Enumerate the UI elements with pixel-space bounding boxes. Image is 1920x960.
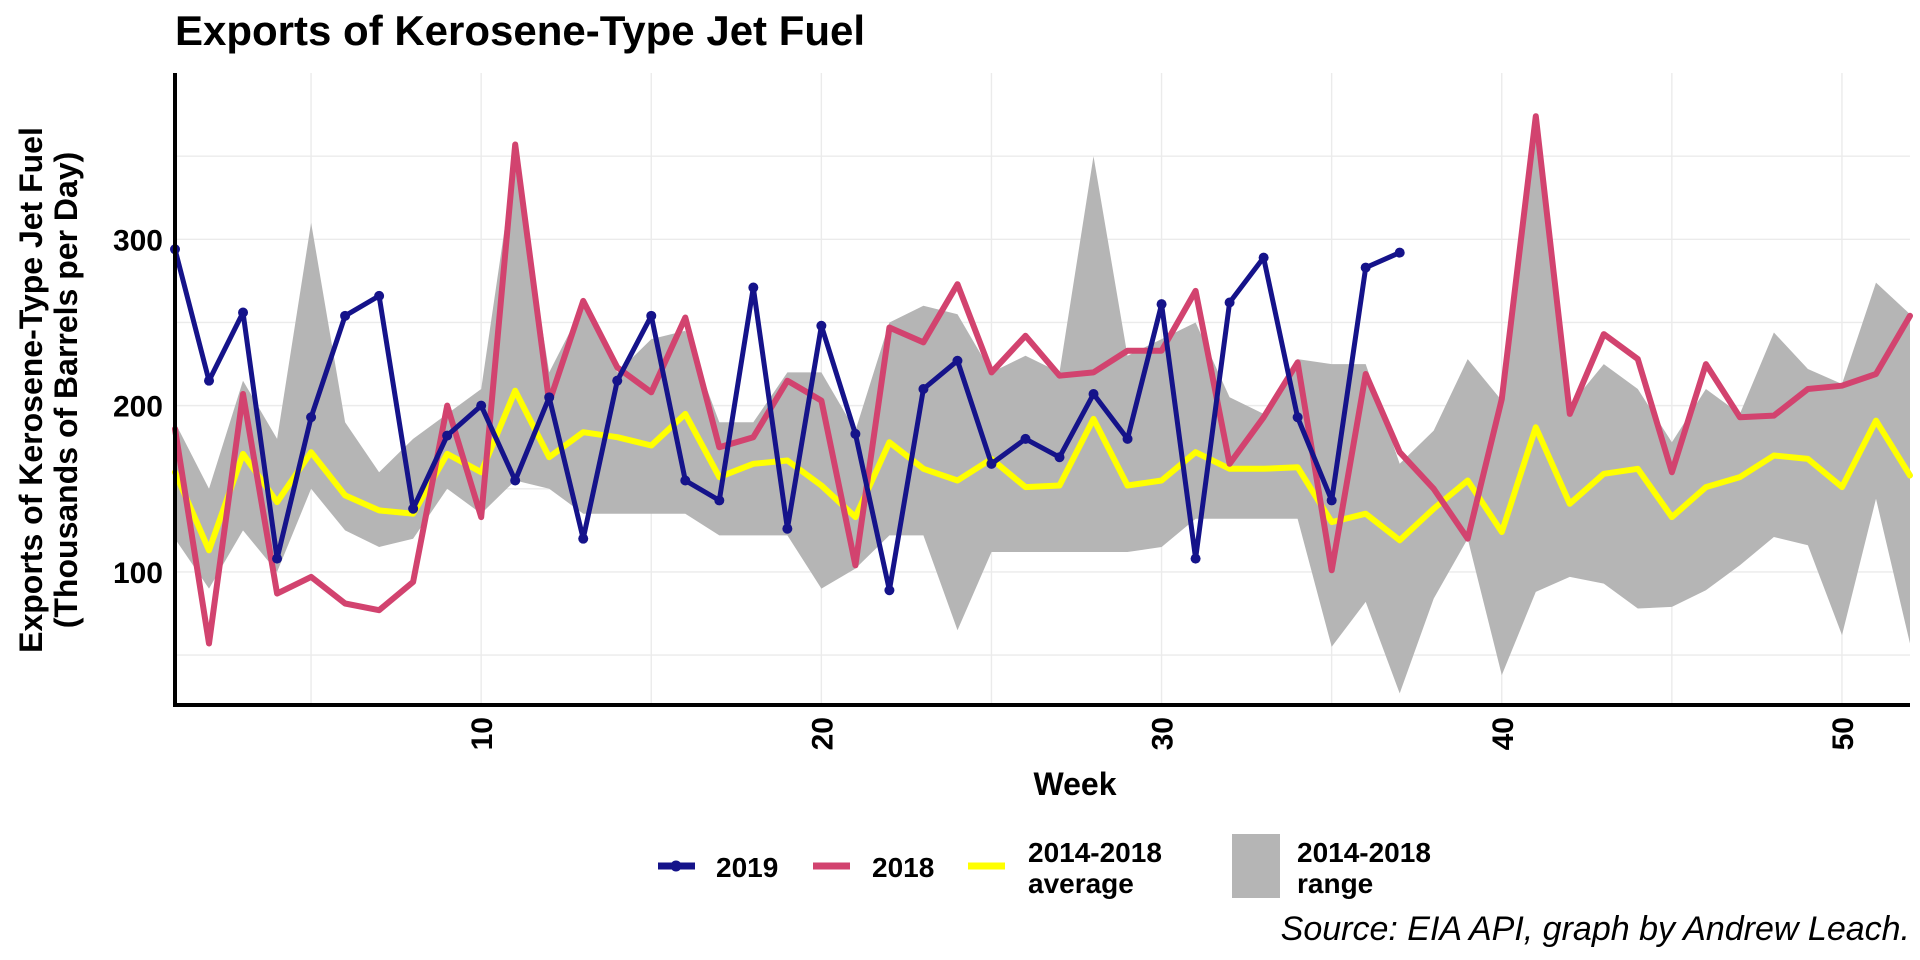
x-tick-label: 40	[1487, 717, 1520, 750]
source-caption: Source: EIA API, graph by Andrew Leach.	[1281, 910, 1910, 948]
series-2019-point	[340, 310, 351, 321]
series-2019-point	[1326, 495, 1337, 506]
series-2019-point	[510, 475, 521, 486]
y-tick-labels: 100 200 300	[113, 224, 163, 590]
series-2019-point	[918, 384, 929, 394]
series-2019-point	[1190, 553, 1201, 564]
legend-label-range-line1: 2014-2018	[1297, 837, 1431, 868]
x-axis-title: Week	[1033, 766, 1116, 802]
range-band-layer	[175, 114, 1910, 694]
series-2019-point	[714, 495, 725, 506]
series-2019-point	[1054, 452, 1065, 463]
legend-key-range	[1232, 834, 1280, 898]
x-tick-label: 50	[1827, 717, 1860, 750]
legend-label-average-line2: average	[1028, 868, 1134, 899]
series-2019-point	[408, 503, 419, 514]
series-2019-point	[442, 430, 453, 441]
series-2019-point	[204, 375, 215, 386]
series-2019-point	[578, 533, 589, 544]
series-2019-point	[476, 400, 487, 411]
series-2019-point	[1156, 299, 1167, 310]
x-tick-labels: 10 20 30 40 50	[466, 717, 1860, 750]
legend-label-range-line2: range	[1297, 868, 1373, 899]
y-axis-title-line2: (Thousands of Barrels per Day)	[48, 152, 84, 629]
series-2019-point	[1122, 433, 1133, 444]
series-2019-point	[1088, 388, 1099, 399]
y-tick-label: 100	[113, 557, 163, 590]
series-2019-point	[612, 375, 623, 386]
legend-label-average-line1: 2014-2018	[1028, 837, 1162, 868]
series-2019-point	[1360, 262, 1371, 273]
series-2019-point	[1020, 433, 1031, 444]
series-2018-line	[172, 113, 1913, 647]
series-2019-point	[816, 320, 827, 331]
series-2019-point	[306, 412, 317, 423]
chart-title: Exports of Kerosene-Type Jet Fuel	[175, 7, 865, 54]
legend-key-2019-point	[670, 860, 682, 872]
series-2019-point	[782, 523, 793, 534]
y-tick-label: 300	[113, 224, 163, 257]
series-2019-point	[986, 458, 997, 469]
series-2019-point	[374, 290, 385, 301]
series-2019-point	[1224, 297, 1235, 308]
x-tick-label: 30	[1147, 717, 1180, 750]
x-tick-label: 20	[806, 717, 839, 750]
series-2019-point	[884, 585, 895, 596]
series-2019-point	[680, 475, 691, 486]
legend-label-2019: 2019	[716, 852, 778, 883]
legend-label-2018: 2018	[872, 852, 934, 883]
series-2019-point	[850, 428, 861, 439]
series-2019-point	[272, 553, 283, 564]
series-2019-point	[646, 310, 657, 321]
series-range-band	[175, 114, 1910, 694]
series-2019-point	[952, 355, 963, 366]
y-axis-title: Exports of Kerosene-Type Jet Fuel (Thous…	[13, 127, 84, 653]
series-2019-point	[238, 307, 249, 318]
legend: 2019 2018 2014-2018 average 2014-2018 ra…	[658, 834, 1431, 899]
series-2019-point	[1258, 252, 1269, 263]
series-2019-point	[1394, 247, 1405, 258]
x-tick-label: 10	[466, 717, 499, 750]
y-axis-title-line1: Exports of Kerosene-Type Jet Fuel	[13, 127, 49, 653]
y-tick-label: 200	[113, 391, 163, 424]
series-2019-point	[748, 282, 759, 293]
series-2019-point	[544, 392, 555, 403]
series-layer	[170, 113, 1913, 647]
series-2019-point	[1292, 412, 1303, 423]
